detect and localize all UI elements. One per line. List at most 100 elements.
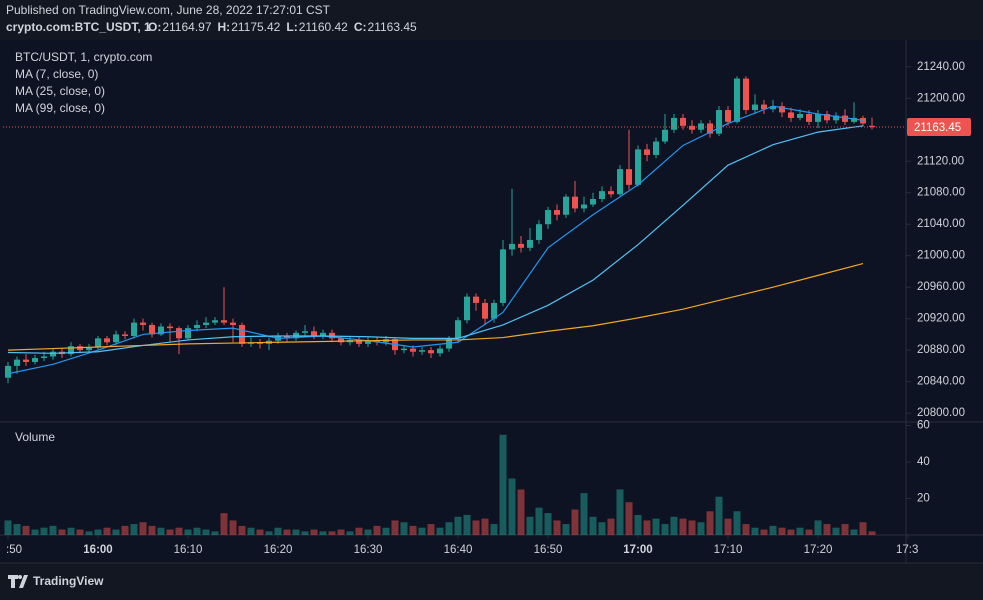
- volume-bar: [220, 513, 228, 535]
- candle-body: [581, 204, 587, 209]
- volume-bar: [166, 529, 174, 535]
- volume-bar: [742, 524, 750, 535]
- ma-line: [7, 262, 864, 351]
- legend-entry: MA (25, close, 0): [15, 84, 105, 98]
- chart-title: BTC/USDT, 1, crypto.com: [15, 50, 152, 64]
- candle-body: [626, 169, 632, 185]
- volume-bar: [652, 518, 660, 535]
- volume-bar: [589, 516, 597, 535]
- candle-body: [860, 117, 866, 124]
- volume-bar: [112, 529, 120, 535]
- candle-body: [527, 239, 533, 248]
- candle-body: [806, 113, 812, 122]
- x-tick-label: 17:20: [804, 544, 833, 556]
- volume-bar: [229, 520, 237, 535]
- candle-body: [176, 328, 182, 339]
- volume-bar: [841, 524, 849, 535]
- volume-bar: [526, 516, 534, 535]
- volume-bar: [463, 514, 471, 535]
- volume-bar: [58, 529, 66, 535]
- candle-body: [590, 199, 596, 205]
- candle-body: [797, 113, 803, 118]
- candle-body: [473, 296, 479, 303]
- volume-bar: [814, 520, 822, 535]
- y-tick-label: 20920.00: [917, 313, 965, 325]
- volume-bar: [751, 527, 759, 535]
- volume-bar: [544, 513, 552, 535]
- volume-bar: [265, 531, 273, 535]
- volume-bar: [625, 502, 633, 535]
- volume-bar: [553, 520, 561, 535]
- candle-body: [338, 338, 344, 343]
- volume-bar: [850, 529, 858, 535]
- volume-bar: [733, 511, 741, 535]
- candle-body: [86, 347, 92, 351]
- volume-bar: [571, 509, 579, 535]
- volume-bar: [616, 489, 624, 535]
- ohlc-value: 21160.42: [299, 20, 348, 34]
- candle-body: [50, 351, 56, 357]
- volume-title: Volume: [15, 430, 55, 444]
- volume-bar: [868, 531, 876, 535]
- candle-body: [842, 115, 848, 122]
- volume-bar: [49, 525, 57, 535]
- y-tick-label: 21000.00: [917, 250, 965, 262]
- candle-body: [833, 115, 839, 121]
- candle-body: [212, 320, 218, 323]
- volume-bar: [256, 529, 264, 535]
- candle-body: [401, 348, 407, 351]
- ohlc-label: O:: [148, 20, 161, 34]
- volume-bar: [31, 529, 39, 535]
- candle-body: [536, 224, 542, 240]
- volume-bar: [859, 522, 867, 535]
- y2-tick-label: 20: [917, 493, 930, 505]
- y-tick-label: 21080.00: [917, 187, 965, 199]
- y-tick-label: 21200.00: [917, 92, 965, 104]
- volume-bar: [148, 525, 156, 535]
- volume-bar: [724, 518, 732, 535]
- volume-bar: [670, 516, 678, 535]
- volume-bars: [4, 434, 876, 535]
- ohlc-value: 21175.42: [231, 20, 280, 34]
- volume-bar: [40, 527, 48, 535]
- volume-bar: [337, 529, 345, 535]
- candle-body: [23, 359, 29, 362]
- ohlc-value: 21163.45: [368, 20, 417, 34]
- candle-body: [437, 348, 443, 354]
- volume-bar: [634, 514, 642, 535]
- candle-body: [635, 149, 641, 185]
- volume-bar: [355, 527, 363, 535]
- volume-bar: [13, 524, 21, 535]
- candle-body: [284, 335, 290, 339]
- volume-bar: [535, 507, 543, 535]
- candle-body: [500, 249, 506, 303]
- volume-bar: [562, 524, 570, 535]
- volume-bar: [418, 527, 426, 535]
- candle-body: [194, 324, 200, 329]
- volume-bar: [202, 529, 210, 535]
- ohlc-label: C:: [354, 20, 367, 34]
- plot-area: [1, 76, 906, 384]
- volume-bar: [319, 531, 327, 535]
- candle-body: [113, 334, 119, 343]
- volume-bar: [121, 525, 129, 535]
- candle-body: [302, 331, 308, 333]
- ohlc-value: 21164.97: [162, 20, 211, 34]
- candle-body: [725, 110, 731, 122]
- candle-body: [41, 356, 47, 359]
- chart-pane: [0, 40, 906, 563]
- candle-body: [140, 322, 146, 325]
- x-tick-label: 16:30: [354, 544, 383, 556]
- volume-bar: [67, 527, 75, 535]
- candle-body: [734, 78, 740, 122]
- y-tick-label: 20800.00: [917, 407, 965, 419]
- candle-body: [167, 326, 173, 329]
- legend-entry: MA (99, close, 0): [15, 101, 105, 115]
- volume-bar: [445, 522, 453, 535]
- candle-body: [869, 125, 875, 128]
- volume-bar: [607, 518, 615, 535]
- candle-body: [68, 346, 74, 355]
- volume-bar: [238, 525, 246, 535]
- volume-bar: [787, 529, 795, 535]
